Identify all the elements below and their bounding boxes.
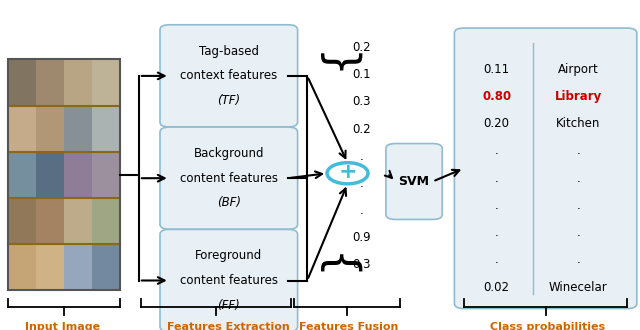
Text: 0.3: 0.3: [353, 95, 371, 109]
Text: 0.11: 0.11: [484, 63, 509, 76]
Text: .: .: [495, 226, 499, 239]
Text: Airport: Airport: [558, 63, 598, 76]
Text: .: .: [577, 145, 580, 157]
FancyBboxPatch shape: [160, 25, 298, 127]
FancyBboxPatch shape: [160, 127, 298, 229]
Text: 0.2: 0.2: [352, 122, 371, 136]
Bar: [8, 59, 120, 290]
Text: Foreground: Foreground: [195, 249, 262, 262]
Text: Winecelar: Winecelar: [549, 280, 607, 294]
Text: Kitchen: Kitchen: [556, 117, 600, 130]
Text: .: .: [577, 226, 580, 239]
Text: Library: Library: [555, 90, 602, 103]
FancyBboxPatch shape: [386, 144, 442, 219]
Text: (FF): (FF): [218, 299, 240, 312]
Text: context features: context features: [180, 69, 277, 82]
Text: content features: content features: [180, 274, 278, 287]
Text: .: .: [495, 253, 499, 266]
Bar: [92, 59, 120, 106]
Text: .: .: [495, 199, 499, 212]
Bar: [63, 244, 92, 290]
Text: content features: content features: [180, 172, 278, 185]
Text: SVM: SVM: [399, 175, 429, 188]
Bar: [63, 198, 92, 244]
Bar: [36, 152, 63, 198]
Text: Tag-based: Tag-based: [199, 45, 259, 58]
Bar: [63, 106, 92, 152]
Text: 0.20: 0.20: [484, 117, 509, 130]
Text: Class probabilities: Class probabilities: [490, 322, 605, 330]
Text: .: .: [360, 149, 364, 163]
Text: {: {: [316, 41, 360, 70]
Bar: [92, 244, 120, 290]
Bar: [36, 59, 63, 106]
Bar: [36, 106, 63, 152]
Bar: [92, 152, 120, 198]
Bar: [36, 244, 63, 290]
Text: }: }: [316, 243, 360, 271]
Circle shape: [327, 163, 368, 184]
Text: Background: Background: [193, 147, 264, 160]
Bar: [63, 59, 92, 106]
Bar: [8, 244, 36, 290]
Bar: [92, 198, 120, 244]
Bar: [8, 59, 36, 106]
Text: 0.9: 0.9: [352, 231, 371, 244]
Bar: [92, 106, 120, 152]
Text: .: .: [577, 199, 580, 212]
Text: .: .: [577, 172, 580, 185]
FancyBboxPatch shape: [454, 28, 637, 309]
Bar: [8, 198, 36, 244]
Text: .: .: [360, 177, 364, 190]
Text: 0.2: 0.2: [352, 41, 371, 54]
Text: 0.80: 0.80: [482, 90, 511, 103]
Text: Features Fusion: Features Fusion: [299, 322, 399, 330]
Text: 0.1: 0.1: [352, 68, 371, 82]
Text: Input Image: Input Image: [25, 322, 100, 330]
Text: Features Extraction: Features Extraction: [167, 322, 290, 330]
Text: 0.02: 0.02: [484, 280, 509, 294]
Text: .: .: [495, 172, 499, 185]
Bar: [8, 152, 36, 198]
Bar: [63, 152, 92, 198]
Bar: [8, 59, 120, 290]
Text: (TF): (TF): [217, 94, 241, 107]
Text: .: .: [495, 145, 499, 157]
Bar: [36, 198, 63, 244]
Bar: [8, 106, 36, 152]
Text: .: .: [577, 253, 580, 266]
Text: +: +: [338, 162, 357, 182]
Text: (BF): (BF): [217, 196, 241, 210]
Text: .: .: [360, 204, 364, 217]
FancyBboxPatch shape: [160, 229, 298, 330]
Text: 0.3: 0.3: [353, 258, 371, 271]
